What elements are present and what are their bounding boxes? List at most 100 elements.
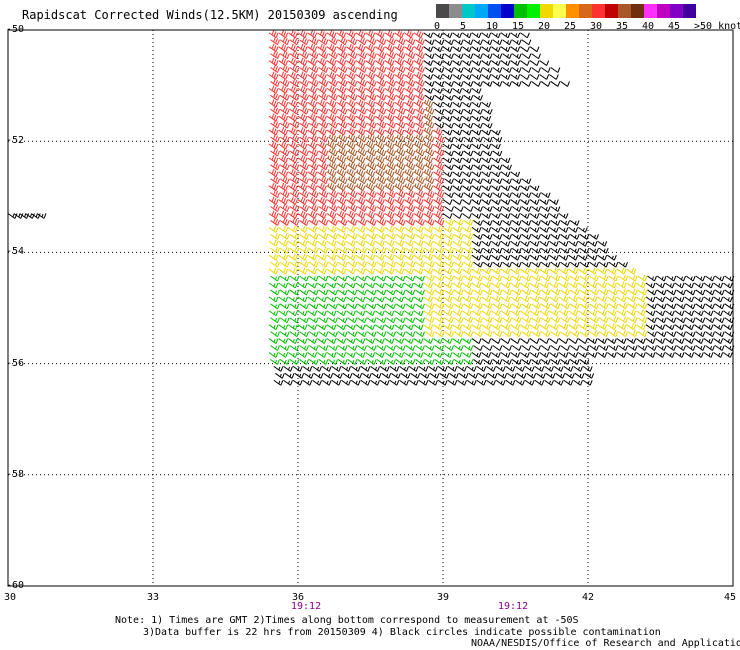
wind-barb <box>404 99 414 108</box>
wind-barb <box>375 210 385 219</box>
wind-barb <box>270 64 280 73</box>
wind-barb <box>453 330 464 338</box>
wind-barb <box>307 352 318 358</box>
wind-barb <box>347 106 358 115</box>
wind-barb <box>423 338 434 344</box>
wind-barb <box>337 64 348 73</box>
wind-barb <box>444 288 454 296</box>
wind-barb <box>482 274 493 282</box>
wind-barb <box>297 99 308 108</box>
wind-barb <box>442 129 453 136</box>
wind-barb <box>413 85 424 94</box>
wind-barb <box>647 289 657 296</box>
wind-barb <box>328 161 338 171</box>
wind-barb <box>357 275 367 282</box>
wind-barb <box>394 43 405 53</box>
wind-barb <box>666 345 677 351</box>
wind-barb <box>471 101 482 108</box>
wind-barb <box>395 134 406 143</box>
wind-barb <box>481 157 492 164</box>
wind-barb <box>328 232 338 240</box>
wind-barb <box>502 53 512 60</box>
wind-barb <box>442 157 453 164</box>
wind-barb <box>482 108 493 115</box>
wind-barb <box>346 352 356 358</box>
wind-barb <box>463 232 474 240</box>
wind-barb <box>607 267 617 275</box>
wind-barb <box>703 324 714 331</box>
wind-barb <box>616 281 627 289</box>
wind-barb <box>337 189 348 199</box>
wind-barb <box>502 345 512 351</box>
wind-barb <box>423 295 434 303</box>
wind-barb <box>317 338 327 344</box>
wind-barb <box>539 199 550 205</box>
wind-barb <box>384 352 395 358</box>
wind-barb <box>376 175 387 185</box>
wind-barb <box>550 220 561 226</box>
wind-barb <box>395 317 406 324</box>
wind-barb <box>278 253 289 261</box>
wind-barb <box>453 316 464 324</box>
wind-barb <box>386 203 396 212</box>
wind-barb <box>433 46 443 53</box>
wind-barb <box>365 127 376 136</box>
colorbar-swatch <box>566 4 579 18</box>
wind-barb <box>437 379 448 386</box>
wind-barb <box>270 147 280 157</box>
wind-barb <box>13 213 24 219</box>
wind-barb <box>268 239 279 247</box>
wind-barb <box>297 225 308 233</box>
wind-barb <box>569 220 580 226</box>
wind-barb <box>307 310 318 317</box>
wind-barb <box>268 225 279 233</box>
wind-barb <box>424 106 435 115</box>
wind-barb <box>413 57 424 66</box>
wind-barb <box>645 296 656 303</box>
wind-barb <box>337 203 348 212</box>
wind-barb <box>279 345 290 351</box>
wind-barb <box>308 345 319 351</box>
wind-barb <box>413 338 424 344</box>
wind-barb <box>299 50 309 60</box>
wind-barb <box>463 345 474 351</box>
wind-barb <box>539 240 550 247</box>
wind-barb <box>384 267 395 275</box>
wind-barb <box>405 331 416 338</box>
wind-barb <box>694 324 704 331</box>
wind-barb <box>429 372 440 379</box>
wind-barb <box>608 345 619 351</box>
wind-barb <box>462 199 472 205</box>
wind-barb <box>540 302 551 310</box>
wind-barb <box>384 127 395 136</box>
wind-barb <box>328 317 338 324</box>
wind-barb <box>452 323 463 331</box>
wind-barb <box>545 372 556 379</box>
wind-barb <box>511 39 522 46</box>
wind-barb <box>376 50 387 60</box>
wind-barb <box>365 282 376 289</box>
wind-barb <box>308 289 319 296</box>
wind-barb <box>326 225 337 233</box>
wind-barb <box>578 267 588 275</box>
wind-barb <box>366 217 377 226</box>
wind-barb <box>636 309 646 317</box>
wind-barb <box>444 316 454 324</box>
wind-barb <box>473 164 483 171</box>
wind-barb <box>423 60 434 66</box>
wind-barb <box>511 274 522 282</box>
wind-barb <box>365 239 376 247</box>
wind-barb <box>341 379 351 386</box>
wind-barb <box>471 185 482 192</box>
wind-barb <box>268 352 279 358</box>
wind-barb <box>405 120 416 129</box>
wind-barb <box>413 29 424 39</box>
wind-barb <box>656 289 667 296</box>
wind-barb <box>521 67 532 73</box>
wind-barb <box>337 260 348 268</box>
wind-barb <box>424 53 435 60</box>
wind-barb <box>350 365 361 372</box>
wind-barb <box>317 71 327 80</box>
wind-barb <box>375 239 385 247</box>
wind-barb <box>405 78 416 87</box>
